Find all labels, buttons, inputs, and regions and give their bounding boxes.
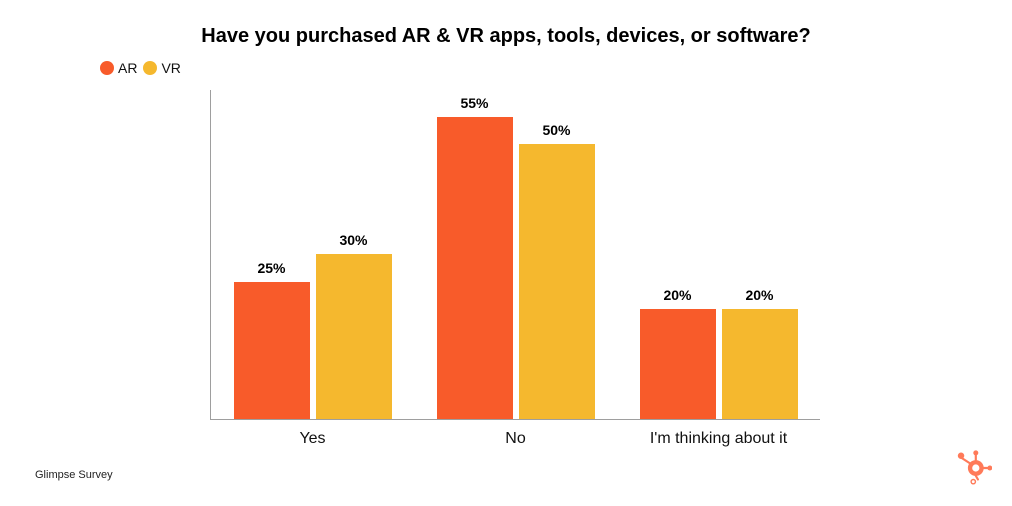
bar-vr-1 (519, 144, 595, 419)
bar-ar-0 (234, 282, 310, 420)
value-label-ar-0: 25% (257, 260, 285, 276)
bar-ar-2 (640, 309, 716, 419)
category-label-0: Yes (299, 430, 325, 448)
chart-title: Have you purchased AR & VR apps, tools, … (0, 25, 1012, 48)
chart-card: Have you purchased AR & VR apps, tools, … (0, 0, 1012, 506)
value-label-vr-2: 20% (745, 287, 773, 303)
category-label-2: I'm thinking about it (650, 430, 787, 448)
source-label: Glimpse Survey (35, 469, 113, 481)
hubspot-icon (956, 450, 992, 491)
bar-vr-0 (316, 254, 392, 419)
chart-area: 25%30%Yes55%50%No20%20%I'm thinking abou… (210, 90, 820, 420)
legend-swatch-ar (100, 61, 114, 75)
value-label-vr-0: 30% (339, 232, 367, 248)
value-label-ar-2: 20% (663, 287, 691, 303)
legend-label-vr: VR (161, 60, 180, 76)
plot-area: 25%30%Yes55%50%No20%20%I'm thinking abou… (210, 90, 820, 420)
bar-vr-2 (722, 309, 798, 419)
legend: AR VR (100, 60, 183, 76)
bar-ar-1 (437, 117, 513, 420)
legend-label-ar: AR (118, 60, 137, 76)
category-label-1: No (505, 430, 525, 448)
value-label-ar-1: 55% (460, 95, 488, 111)
value-label-vr-1: 50% (542, 122, 570, 138)
legend-swatch-vr (143, 61, 157, 75)
